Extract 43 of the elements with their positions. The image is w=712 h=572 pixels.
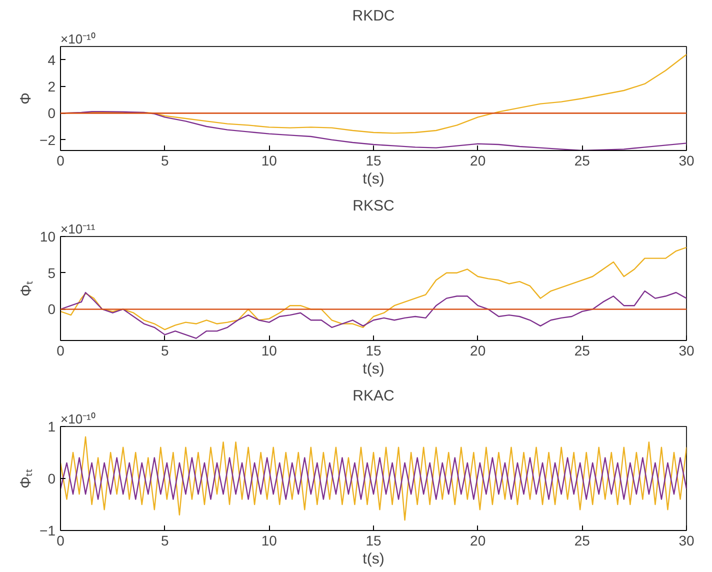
x-tick-label: 15 bbox=[366, 152, 382, 168]
annotation: ×10⁻¹¹ bbox=[60, 222, 96, 236]
line-series bbox=[60, 246, 686, 330]
y-tick-label: 0 bbox=[48, 105, 56, 122]
x-axis-title: t(s) bbox=[362, 170, 384, 188]
y-tick-label: −1 bbox=[40, 522, 56, 538]
line-series bbox=[60, 436, 686, 521]
line-series bbox=[60, 457, 686, 500]
x-tick-label: 5 bbox=[160, 532, 169, 548]
x-tick-label: 30 bbox=[678, 342, 694, 358]
x-axis-title: t(s) bbox=[362, 550, 384, 568]
y-tick-label: 2 bbox=[48, 78, 56, 94]
x-tick-label: 25 bbox=[574, 532, 590, 548]
x-tick-label: 15 bbox=[366, 532, 382, 548]
x-tick-label: 30 bbox=[678, 152, 694, 168]
x-tick-label: 20 bbox=[470, 342, 486, 358]
y-tick-label: 10 bbox=[40, 228, 56, 244]
x-tick-label: 20 bbox=[470, 152, 486, 168]
y-axis-title: Φₜ bbox=[18, 280, 35, 296]
x-tick-label: 10 bbox=[261, 532, 278, 548]
y-tick-label: 5 bbox=[48, 264, 56, 281]
chart-title: RKAC bbox=[352, 388, 395, 404]
x-tick-label: 30 bbox=[678, 532, 694, 548]
chart-title: RKDC bbox=[352, 8, 395, 24]
x-tick-label: 5 bbox=[160, 342, 169, 358]
annotation: ×10⁻¹⁰ bbox=[60, 32, 96, 46]
x-tick-label: 20 bbox=[470, 532, 486, 548]
x-tick-label: 25 bbox=[574, 342, 590, 358]
x-tick-label: 25 bbox=[574, 152, 590, 168]
y-tick-label: 0 bbox=[48, 301, 56, 318]
x-axis-title: t(s) bbox=[362, 360, 384, 378]
y-tick-label: 1 bbox=[48, 418, 56, 434]
y-tick-label: 0 bbox=[48, 470, 56, 486]
y-tick-label: −2 bbox=[40, 132, 56, 148]
x-tick-label: 15 bbox=[366, 342, 382, 358]
x-tick-label: 10 bbox=[261, 152, 278, 168]
x-tick-label: 10 bbox=[261, 342, 278, 358]
x-tick-label: 5 bbox=[160, 152, 169, 168]
y-axis-title: Φₜₜ bbox=[18, 468, 35, 488]
y-axis-title: Φ bbox=[18, 92, 35, 104]
chart-title: RKSC bbox=[352, 198, 395, 214]
y-tick-label: 4 bbox=[48, 52, 56, 68]
annotation: ×10⁻¹⁰ bbox=[60, 412, 96, 426]
